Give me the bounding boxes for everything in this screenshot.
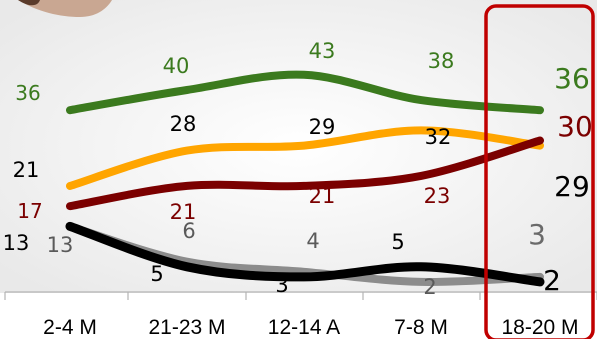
black-data-label: 3 bbox=[275, 273, 288, 297]
gray-data-label: 4 bbox=[306, 229, 319, 253]
x-tick-label: 12-14 A bbox=[268, 316, 340, 339]
person-photo-hair bbox=[18, 0, 40, 6]
green-data-label: 36 bbox=[15, 81, 40, 105]
darkred-series-line bbox=[66, 136, 544, 211]
orange-data-label: 28 bbox=[170, 112, 197, 136]
x-tick-label: 2-4 M bbox=[43, 316, 97, 339]
gray-data-label: 6 bbox=[182, 219, 195, 243]
black-data-label: 2 bbox=[543, 264, 561, 297]
x-tick-label: 18-20 M bbox=[501, 316, 578, 339]
orange-series-line bbox=[66, 126, 544, 190]
darkred-data-label: 17 bbox=[17, 199, 42, 223]
darkred-data-label: 23 bbox=[424, 184, 451, 208]
gray-data-label: 3 bbox=[528, 218, 546, 251]
black-data-label: 13 bbox=[3, 231, 30, 255]
gray-data-label: 13 bbox=[47, 233, 74, 257]
green-data-label: 38 bbox=[428, 49, 455, 73]
orange-data-label: 21 bbox=[13, 158, 40, 182]
black-series-line bbox=[65, 221, 545, 287]
darkred-data-label: 30 bbox=[557, 110, 593, 143]
black-data-label: 5 bbox=[391, 230, 404, 254]
green-data-label: 43 bbox=[309, 39, 336, 63]
x-tick-label: 21-23 M bbox=[148, 316, 225, 339]
orange-data-label: 32 bbox=[425, 125, 452, 149]
black-data-label: 5 bbox=[150, 262, 163, 286]
darkred-data-label: 21 bbox=[309, 184, 336, 208]
orange-data-label: 29 bbox=[554, 170, 590, 203]
person-photo-fragment bbox=[18, 0, 112, 17]
green-data-label: 40 bbox=[163, 54, 190, 78]
orange-data-label: 29 bbox=[309, 115, 336, 139]
darkred-data-label: 21 bbox=[170, 200, 197, 224]
green-data-label: 36 bbox=[554, 62, 590, 95]
green-series-line bbox=[66, 70, 544, 115]
x-tick-label: 7-8 M bbox=[394, 316, 448, 339]
gray-data-label: 2 bbox=[423, 275, 436, 299]
highlight-box bbox=[484, 4, 595, 339]
